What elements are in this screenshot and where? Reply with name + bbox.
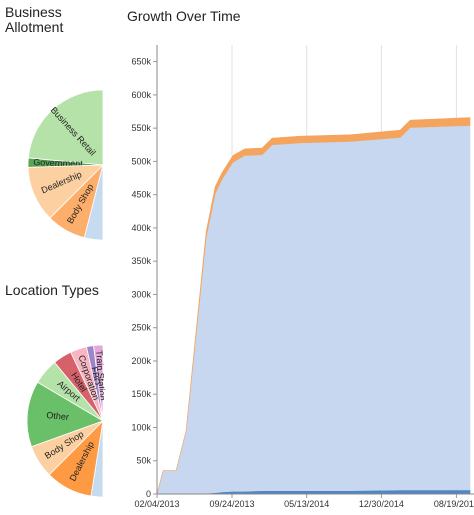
y-tick-label: 50k — [136, 456, 151, 466]
slice-label: Other — [46, 410, 69, 422]
y-tick-label: 500k — [131, 156, 151, 166]
y-tick-label: 400k — [131, 223, 151, 233]
y-tick-label: 450k — [131, 190, 151, 200]
y-tick-label: 100k — [131, 422, 151, 432]
y-tick-label: 550k — [131, 123, 151, 133]
chart-title: Business Allotment — [5, 4, 63, 35]
y-tick-label: 350k — [131, 256, 151, 266]
x-tick-label: 02/04/2013 — [134, 499, 179, 509]
chart-title: Location Types — [5, 282, 99, 298]
y-tick-label: 600k — [131, 90, 151, 100]
pie-slice — [27, 89, 104, 166]
chart-title: Growth Over Time — [127, 8, 241, 24]
y-tick-label: 200k — [131, 356, 151, 366]
y-tick-label: 150k — [131, 389, 151, 399]
x-tick-label: 05/13/2014 — [284, 499, 329, 509]
area-band — [156, 125, 471, 495]
x-tick-label: 08/19/2015 — [434, 499, 474, 509]
y-tick-label: 0 — [146, 489, 151, 499]
pie-slice — [26, 381, 104, 448]
slice-label: Government — [33, 157, 83, 169]
y-tick-label: 300k — [131, 289, 151, 299]
pie-slice — [83, 164, 104, 241]
x-tick-label: 09/24/2013 — [209, 499, 254, 509]
x-tick-label: 12/30/2014 — [359, 499, 404, 509]
area-band — [156, 117, 471, 495]
pie-slice — [90, 420, 104, 498]
y-tick-label: 250k — [131, 323, 151, 333]
y-tick-label: 650k — [131, 57, 151, 67]
